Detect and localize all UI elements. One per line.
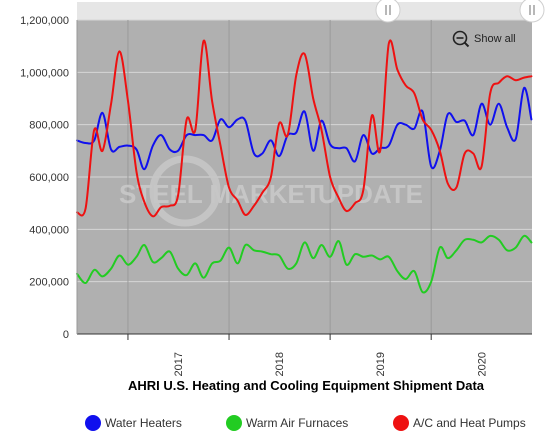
series-line-warm-air-furnaces[interactable] xyxy=(76,234,533,294)
series-layer xyxy=(76,39,533,294)
show-all-button[interactable]: Show all xyxy=(452,30,516,48)
navigator-handle-left-knob[interactable] xyxy=(375,0,401,23)
y-tick-label: 600,000 xyxy=(29,172,69,184)
x-tick-label: 2017 xyxy=(173,352,185,376)
x-tick-label: 2018 xyxy=(274,352,286,376)
y-tick-label: 400,000 xyxy=(29,224,69,236)
y-axis-ticks: 0 200,000 400,000 600,000 800,000 1,000,000 1,… xyxy=(20,15,69,341)
navigator-handle-right-knob[interactable] xyxy=(519,0,545,23)
navigator-strip[interactable] xyxy=(77,2,532,20)
legend: Water Heaters Warm Air Furnaces A/C and He… xyxy=(85,415,526,431)
y-tick-label: 1,200,000 xyxy=(20,15,69,27)
watermark-text-bold: STEEL MARKET xyxy=(119,179,321,209)
y-tick-label: 800,000 xyxy=(29,120,69,132)
x-axis-ticks: 2017 2018 2019 2020 xyxy=(127,334,489,376)
navigator-handle-left[interactable] xyxy=(375,0,401,23)
legend-marker-icon xyxy=(393,415,409,431)
legend-label: A/C and Heat Pumps xyxy=(413,416,526,430)
watermark-ring-icon xyxy=(149,155,221,227)
legend-item-a-c-and-heat-pumps[interactable]: A/C and Heat Pumps xyxy=(393,415,526,431)
legend-label: Water Heaters xyxy=(105,416,182,430)
zoom-out-icon-handle xyxy=(463,41,470,48)
x-tick-label: 2020 xyxy=(477,352,489,376)
navigator-handle-right[interactable] xyxy=(519,0,545,23)
legend-marker-icon xyxy=(226,415,242,431)
legend-item-warm-air-furnaces[interactable]: Warm Air Furnaces xyxy=(226,415,348,431)
watermark: STEEL MARKET UPDATE xyxy=(119,155,423,227)
legend-label: Warm Air Furnaces xyxy=(246,416,348,430)
legend-item-water-heaters[interactable]: Water Heaters xyxy=(85,415,182,431)
y-tick-label: 0 xyxy=(63,329,69,341)
y-tick-label: 1,000,000 xyxy=(20,67,69,79)
show-all-label[interactable]: Show all xyxy=(474,33,516,45)
legend-marker-icon xyxy=(85,415,101,431)
zoom-out-icon xyxy=(452,30,468,46)
chart-title: AHRI U.S. Heating and Cooling Equipment … xyxy=(128,378,485,393)
series-line-a-c-and-heat-pumps[interactable] xyxy=(76,39,533,218)
watermark-text-light: UPDATE xyxy=(318,179,423,209)
series-line-water-heaters[interactable] xyxy=(76,86,533,171)
x-tick-label: 2019 xyxy=(375,352,387,376)
y-tick-label: 200,000 xyxy=(29,277,69,289)
